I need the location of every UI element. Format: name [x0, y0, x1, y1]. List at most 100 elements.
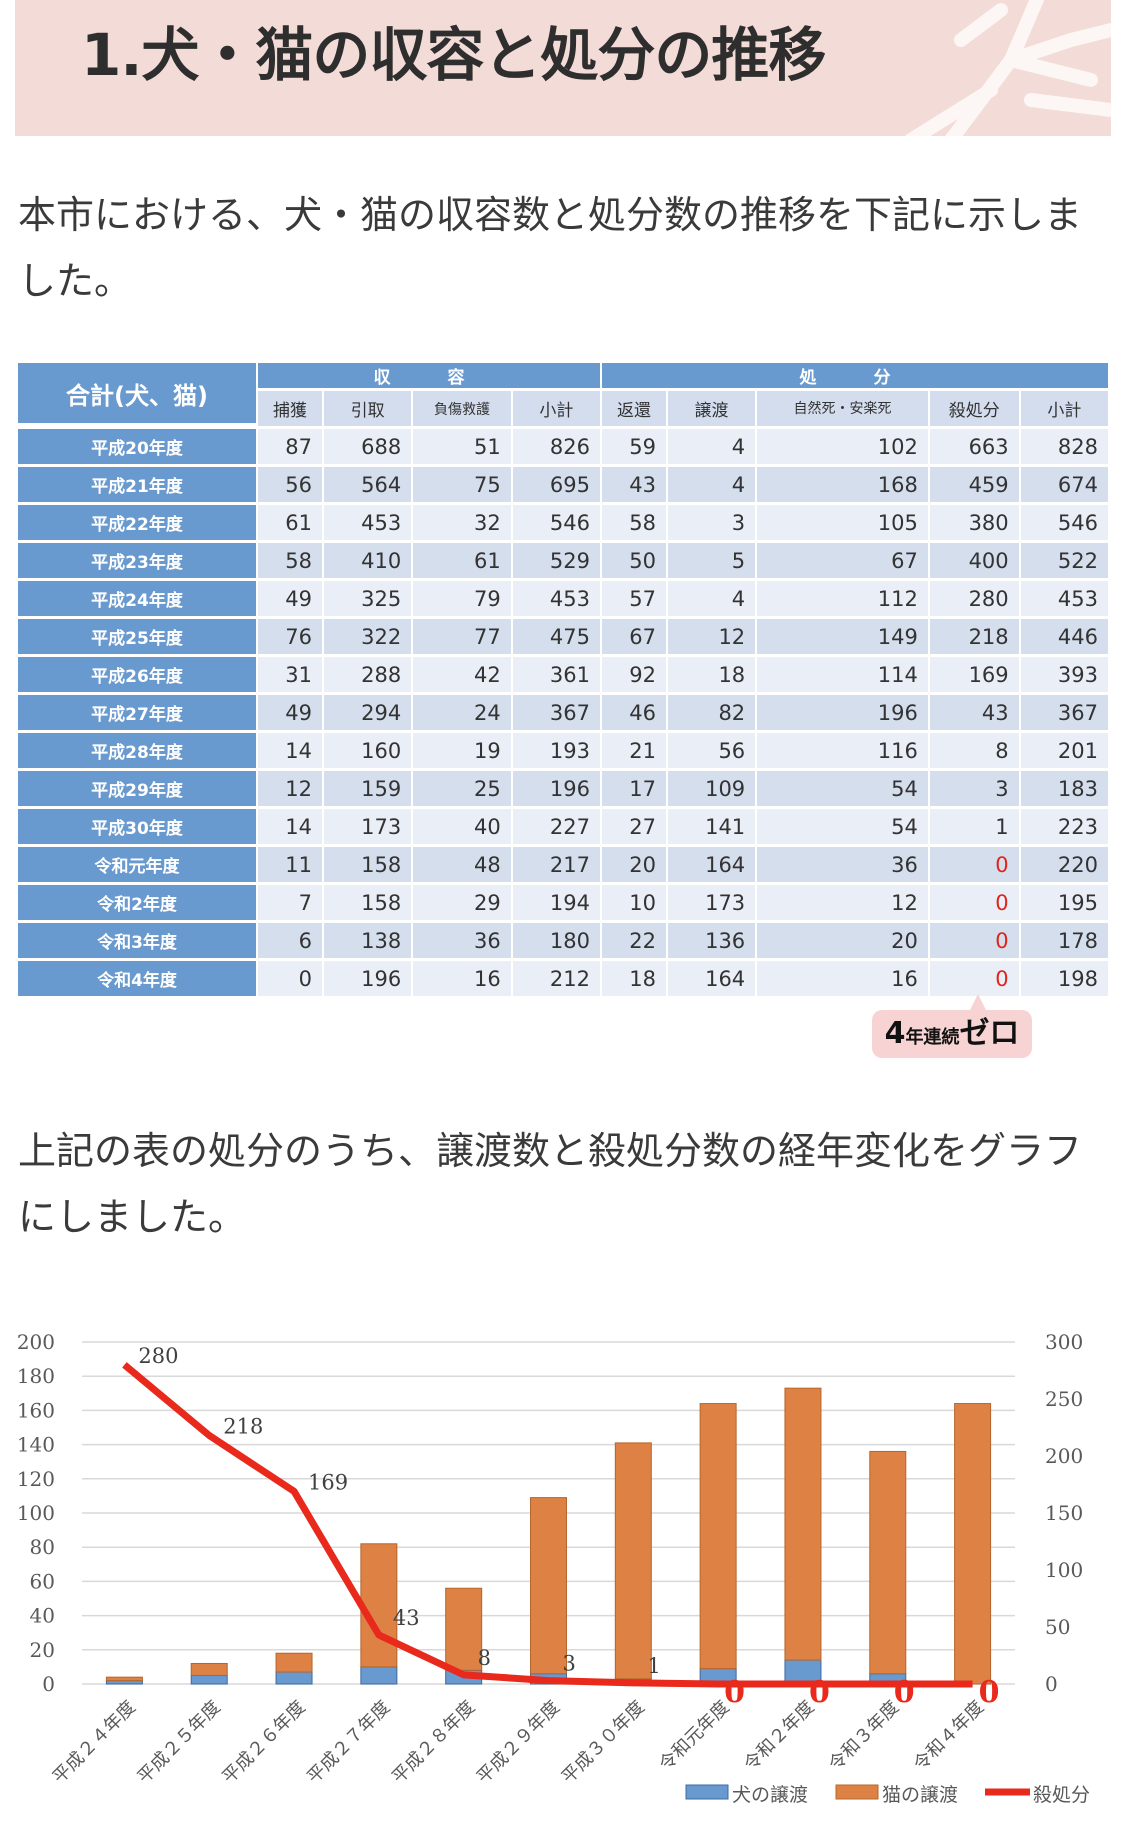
- legend-kill-label: 殺処分: [1033, 1784, 1090, 1806]
- kill-zero-label: 0: [724, 1675, 745, 1710]
- table-row: 平成24年度 49 325 79 453 57 4 112 280 453: [18, 581, 1108, 616]
- table-cell: 446: [1020, 619, 1108, 654]
- table-cell: 79: [413, 581, 511, 616]
- table-cell: 198: [1020, 961, 1108, 996]
- dog-adoption-bar: [105, 1680, 143, 1685]
- table-cell: 322: [323, 619, 412, 654]
- cat-adoption-bar: [784, 1387, 822, 1661]
- table-cell: 196: [323, 961, 412, 996]
- table-row: 平成28年度 14 160 19 193 21 56 116 8 201: [18, 733, 1108, 768]
- kill-zero-label: 0: [894, 1675, 915, 1710]
- table-cell: 67: [601, 619, 666, 654]
- table-cell: 92: [601, 657, 666, 692]
- right-axis-tick: 100: [1045, 1558, 1083, 1582]
- left-axis-tick: 100: [17, 1501, 55, 1525]
- left-axis-tick: 180: [17, 1364, 55, 1388]
- table-cell: 51: [413, 429, 511, 464]
- kill-value-label: 218: [223, 1414, 263, 1438]
- table-cell: 169: [929, 657, 1019, 692]
- right-axis-tick: 250: [1045, 1387, 1083, 1411]
- row-year-label: 平成21年度: [18, 467, 256, 502]
- table-cell: 18: [601, 961, 666, 996]
- table-cell: 57: [601, 581, 666, 616]
- table-cell: 173: [667, 885, 756, 920]
- table-cell: 522: [1020, 543, 1108, 578]
- table-cell: 529: [512, 543, 600, 578]
- table-cell: 0: [258, 961, 322, 996]
- table-cell: 475: [512, 619, 600, 654]
- table-cell: 12: [667, 619, 756, 654]
- table-cell: 217: [512, 847, 600, 882]
- legend-dog-swatch: [685, 1784, 729, 1800]
- left-axis-tick: 20: [30, 1638, 55, 1662]
- table-cell: 183: [1020, 771, 1108, 806]
- table-cell: 674: [1020, 467, 1108, 502]
- left-axis-tick: 0: [42, 1672, 55, 1696]
- table-cell: 158: [323, 847, 412, 882]
- table-cell: 58: [601, 505, 666, 540]
- table-cell: 19: [413, 733, 511, 768]
- right-axis-tick: 0: [1045, 1672, 1058, 1696]
- cat-adoption-bar: [530, 1497, 567, 1675]
- table-cell: 82: [667, 695, 756, 730]
- right-axis-tick: 50: [1045, 1615, 1070, 1639]
- table-cell: 77: [413, 619, 511, 654]
- row-year-label: 平成22年度: [18, 505, 256, 540]
- callout-number: 4: [884, 1016, 906, 1051]
- table-cell: 56: [258, 467, 322, 502]
- left-axis-tick: 140: [17, 1433, 55, 1457]
- x-axis-category-label: 平成２４年度: [49, 1697, 140, 1788]
- table-cell: 10: [601, 885, 666, 920]
- table-cell: 212: [512, 961, 600, 996]
- chart-description-paragraph: 上記の表の処分のうち、譲渡数と殺処分数の経年変化をグラフにしました。: [18, 1129, 1083, 1239]
- kill-value-label: 43: [393, 1606, 420, 1630]
- table-cell: 280: [929, 581, 1019, 616]
- x-axis-category-label: 令和３年度: [825, 1697, 903, 1775]
- table-row: 平成22年度 61 453 32 546 58 3 105 380 546: [18, 505, 1108, 540]
- table-cell: 36: [413, 923, 511, 958]
- table-cell: 141: [667, 809, 756, 844]
- table-cell: 164: [667, 847, 756, 882]
- kill-count-line: [122, 1362, 973, 1688]
- table-cell: 31: [258, 657, 322, 692]
- crane-bird-icon: [905, 0, 1111, 136]
- cat-adoption-bar: [275, 1652, 313, 1673]
- kill-value-label: 169: [308, 1470, 348, 1494]
- table-cell: 116: [757, 733, 928, 768]
- column-header: 捕獲: [258, 391, 322, 426]
- table-cell: 24: [413, 695, 511, 730]
- legend-dog-label: 犬の譲渡: [732, 1784, 808, 1806]
- x-axis-category-label: 平成２９年度: [473, 1697, 564, 1788]
- table-cell: 102: [757, 429, 928, 464]
- callout-end: ゼロ: [959, 1016, 1020, 1051]
- four-years-zero-callout: 4年連続ゼロ: [872, 994, 1032, 1058]
- dog-adoption-bar: [360, 1666, 398, 1685]
- table-cell: 159: [323, 771, 412, 806]
- table-cell: 196: [757, 695, 928, 730]
- table-cell: 14: [258, 809, 322, 844]
- row-year-label: 平成28年度: [18, 733, 256, 768]
- table-cell: 218: [929, 619, 1019, 654]
- table-cell: 294: [323, 695, 412, 730]
- column-header: 小計: [512, 391, 600, 426]
- table-row: 平成23年度 58 410 61 529 50 5 67 400 522: [18, 543, 1108, 578]
- column-header: 引取: [323, 391, 412, 426]
- column-header: 自然死・安楽死: [757, 391, 928, 426]
- dog-adoption-bar: [275, 1671, 313, 1685]
- cat-adoption-bar: [190, 1662, 228, 1676]
- x-axis-category-label: 平成３０年度: [558, 1697, 649, 1788]
- table-row: 平成21年度 56 564 75 695 43 4 168 459 674: [18, 467, 1108, 502]
- table-cell: 288: [323, 657, 412, 692]
- table-cell: 36: [757, 847, 928, 882]
- table-cell: 54: [757, 809, 928, 844]
- table-cell: 76: [258, 619, 322, 654]
- table-cell: 4: [667, 467, 756, 502]
- table-cell: 193: [512, 733, 600, 768]
- intake-group-header: 収 容: [258, 363, 600, 388]
- table-cell: 17: [601, 771, 666, 806]
- table-cell: 546: [1020, 505, 1108, 540]
- kill-value-label: 280: [138, 1344, 178, 1368]
- table-cell: 12: [258, 771, 322, 806]
- kill-value-label: 8: [478, 1646, 491, 1670]
- table-cell: 196: [512, 771, 600, 806]
